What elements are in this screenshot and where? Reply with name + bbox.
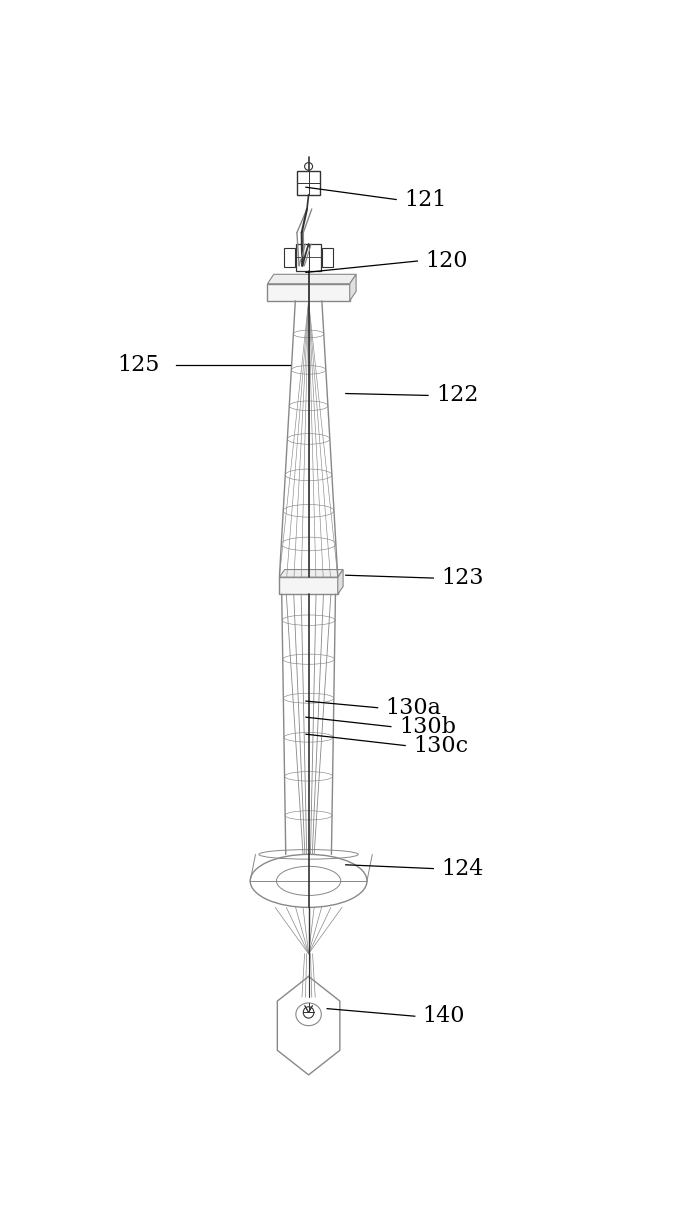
Text: 124: 124 <box>441 858 484 880</box>
Text: 125: 125 <box>118 354 160 376</box>
Text: 121: 121 <box>404 188 447 210</box>
Bar <box>296 245 321 270</box>
Bar <box>323 248 333 267</box>
Polygon shape <box>267 274 356 284</box>
Polygon shape <box>338 569 343 594</box>
Bar <box>284 248 295 267</box>
Text: 122: 122 <box>436 385 478 407</box>
Text: 130c: 130c <box>414 735 469 757</box>
Polygon shape <box>350 274 356 301</box>
Bar <box>279 578 338 594</box>
Text: 120: 120 <box>425 249 468 272</box>
Bar <box>267 284 350 301</box>
Text: 140: 140 <box>423 1005 465 1027</box>
Text: 123: 123 <box>441 567 484 589</box>
Text: 130b: 130b <box>399 715 456 737</box>
Polygon shape <box>279 569 343 578</box>
Text: 130a: 130a <box>386 697 441 719</box>
Bar <box>297 171 321 195</box>
